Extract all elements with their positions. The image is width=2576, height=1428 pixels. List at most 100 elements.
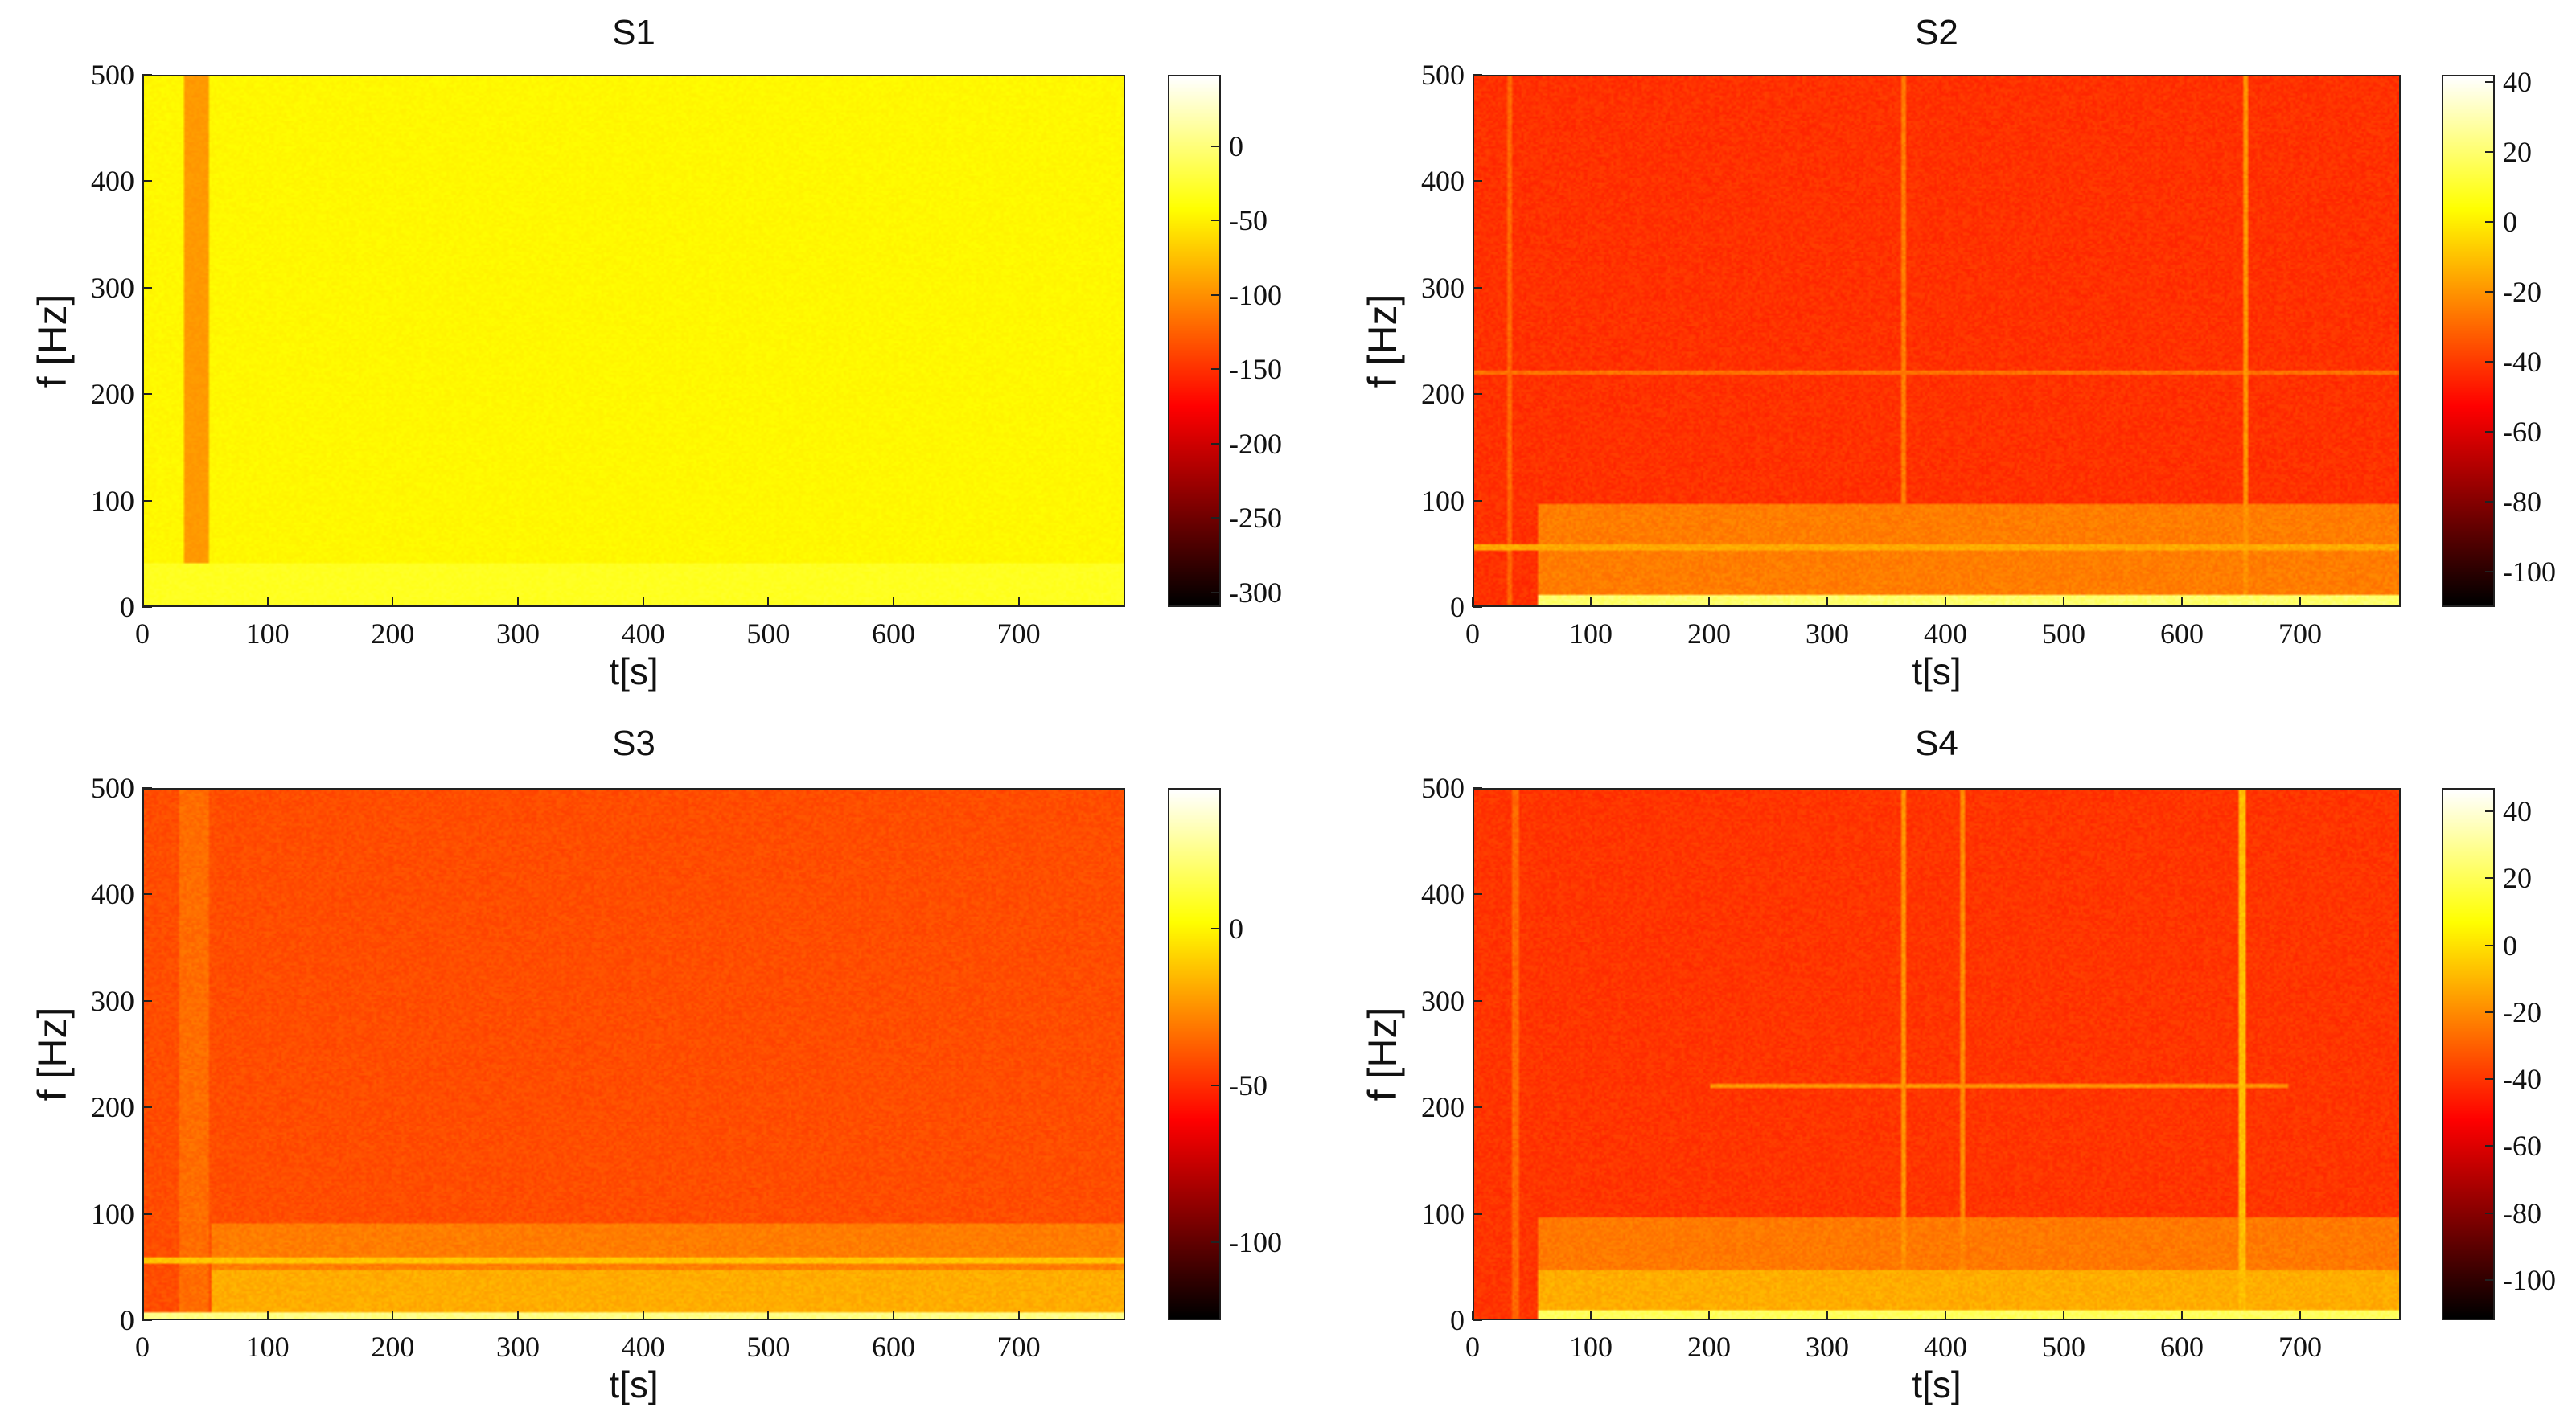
panel-4-y-tick-mark [1473, 787, 1482, 789]
panel-1-x-tick-label: 300 [496, 618, 540, 650]
panel-3-x-tick-mark [1017, 1311, 1020, 1320]
panel-2-x-tick-mark [2181, 597, 2184, 607]
panel-2-y-tick-label: 300 [1421, 271, 1465, 304]
panel-4-y-tick-label: 100 [1421, 1197, 1465, 1230]
panel-3-x-axis-label: t[s] [609, 1364, 659, 1405]
panel-2-x-tick-mark [1472, 597, 1473, 607]
panel-4-x-tick-label: 700 [2278, 1331, 2323, 1363]
panel-2-x-tick-label: 100 [1569, 618, 1613, 650]
panel-3-y-tick-mark [142, 893, 152, 896]
panel-4-x-tick-label: 600 [2160, 1331, 2204, 1363]
panel-3-heatmap [144, 790, 1124, 1319]
panel-3-y-tick-label: 0 [120, 1304, 134, 1336]
panel-2-y-tick-mark [1473, 286, 1482, 289]
panel-4-colorbar-tick-mark [2485, 1279, 2495, 1282]
panel-1-colorbar-tick-mark [1211, 442, 1221, 445]
panel-4-colorbar-tick-mark [2485, 877, 2495, 880]
panel-1-x-tick-label: 0 [135, 618, 150, 650]
panel-2-colorbar-tick-mark [2485, 220, 2495, 223]
panel-2-title: S2 [1915, 13, 1958, 52]
panel-3-y-tick-label: 200 [91, 1091, 134, 1124]
panel-1-colorbar-tick-mark [1211, 220, 1221, 222]
panel-1-x-tick-mark [142, 597, 143, 607]
panel-4-x-tick-label: 0 [1465, 1331, 1480, 1363]
panel-2-x-tick-label: 400 [1924, 618, 1968, 650]
panel-1-plot-area [142, 75, 1125, 607]
panel-2-colorbar-tick-label: 20 [2503, 135, 2532, 168]
panel-2-x-tick-label: 600 [2160, 618, 2204, 650]
panel-4-colorbar-tick-label: -20 [2503, 995, 2541, 1028]
panel-3-x-tick-mark [392, 1311, 394, 1320]
panel-2-y-axis-label: f [Hz] [1360, 293, 1405, 388]
panel-3-x-tick-label: 600 [872, 1331, 915, 1363]
panel-2-colorbar-tick-mark [2485, 571, 2495, 573]
panel-2-y-tick-mark [1473, 74, 1482, 76]
panel-2-y-tick-mark [1473, 499, 1482, 502]
panel-3-y-tick-label: 100 [91, 1197, 134, 1230]
panel-4-x-tick-mark [2063, 1311, 2065, 1320]
panel-4-x-tick-label: 200 [1687, 1331, 1731, 1363]
panel-4-colorbar-tick-mark [2485, 1145, 2495, 1147]
panel-3-colorbar-tick-label: -50 [1229, 1069, 1267, 1102]
panel-3-x-tick-mark [642, 1311, 644, 1320]
panel-4-x-tick-mark [1708, 1311, 1710, 1320]
panel-4-x-tick-mark [2181, 1311, 2184, 1320]
panel-1-title: S1 [612, 13, 655, 52]
panel-1-x-tick-label: 400 [621, 618, 665, 650]
panel-4-y-tick-label: 200 [1421, 1091, 1465, 1124]
panel-3-y-tick-label: 400 [91, 878, 134, 911]
panel-1-x-tick-mark [642, 597, 644, 607]
panel-1-x-tick-mark [392, 597, 394, 607]
panel-3-x-tick-mark [767, 1311, 770, 1320]
panel-2-colorbar-tick-label: 40 [2503, 65, 2532, 98]
panel-3-x-tick-label: 300 [496, 1331, 540, 1363]
panel-1-y-tick-label: 400 [91, 165, 134, 198]
panel-4-colorbar-tick-mark [2485, 810, 2495, 813]
panel-1-y-tick-label: 100 [91, 484, 134, 517]
panel-3-x-tick-mark [142, 1311, 143, 1320]
panel-3-plot-area [142, 788, 1125, 1320]
panel-1-colorbar-tick-label: -300 [1229, 576, 1282, 609]
panel-1-colorbar-tick-label: -150 [1229, 353, 1282, 386]
panel-1-x-tick-mark [767, 597, 770, 607]
panel-3-x-tick-label: 400 [621, 1331, 665, 1363]
panel-2-x-tick-mark [1945, 597, 1947, 607]
panel-3-y-tick-label: 300 [91, 984, 134, 1017]
panel-4-colorbar-tick-label: -100 [2503, 1264, 2556, 1297]
panel-1-y-tick-mark [142, 499, 152, 502]
panel-2-colorbar-gradient [2443, 76, 2493, 605]
panel-1-colorbar-tick-label: -200 [1229, 427, 1282, 460]
panel-4-x-tick-label: 400 [1924, 1331, 1968, 1363]
panel-1-x-tick-label: 700 [996, 618, 1041, 650]
panel-2-plot-area [1473, 75, 2401, 607]
panel-1-y-tick-label: 0 [120, 591, 134, 623]
panel-2-x-tick-mark [1708, 597, 1710, 607]
panel-4-y-axis-label: f [Hz] [1360, 1007, 1405, 1102]
panel-2-y-tick-label: 0 [1450, 591, 1465, 623]
panel-1-colorbar-tick-mark [1211, 591, 1221, 593]
panel-1-x-tick-mark [517, 597, 519, 607]
panel-4-colorbar-tick-label: 0 [2503, 929, 2517, 962]
panel-1-colorbar-tick-mark [1211, 368, 1221, 371]
panel-2-y-tick-label: 500 [1421, 59, 1465, 91]
panel-3-title: S3 [612, 724, 655, 763]
panel-4-colorbar-tick-mark [2485, 1078, 2495, 1081]
panel-4-title: S4 [1915, 724, 1958, 763]
panel-2-x-tick-label: 500 [2042, 618, 2086, 650]
panel-1-y-tick-mark [142, 180, 152, 183]
panel-3-y-tick-label: 500 [91, 772, 134, 804]
panel-2-x-tick-mark [1826, 597, 1829, 607]
panel-4-y-tick-label: 300 [1421, 984, 1465, 1017]
panel-2-x-tick-mark [2299, 597, 2302, 607]
panel-2-y-tick-label: 100 [1421, 484, 1465, 517]
panel-2-colorbar [2442, 75, 2495, 607]
panel-3-colorbar-tick-mark [1211, 928, 1221, 930]
panel-3-colorbar [1168, 788, 1221, 1320]
panel-1-colorbar-tick-mark [1211, 517, 1221, 519]
panel-1-x-axis-label: t[s] [609, 650, 659, 692]
panel-3-colorbar-tick-mark [1211, 1084, 1221, 1086]
panel-2-colorbar-tick-label: -80 [2503, 486, 2541, 519]
panel-3-y-tick-mark [142, 1319, 152, 1321]
panel-4-y-tick-mark [1473, 1213, 1482, 1215]
panel-4-heatmap [1474, 790, 2399, 1319]
